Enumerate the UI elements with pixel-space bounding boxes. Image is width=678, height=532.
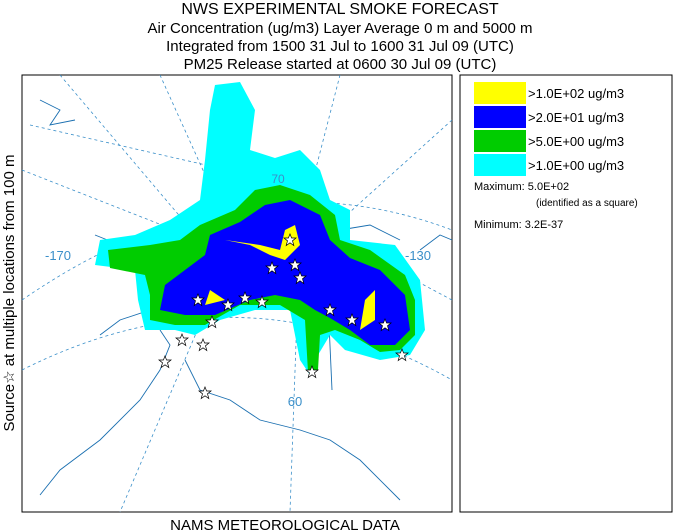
map-label: 60 [288, 394, 302, 409]
map-label: 70 [271, 172, 285, 186]
legend-label: >1.0E+00 ug/m3 [528, 158, 624, 173]
smoke-plume [95, 82, 425, 375]
side-label: Source☆ at multiple locations from 100 m [1, 155, 18, 432]
maximum: Maximum: 5.0E+02 [474, 181, 569, 193]
legend-label: >2.0E+01 ug/m3 [528, 110, 624, 125]
minimum: Minimum: 3.2E-37 [474, 219, 563, 231]
legend-swatch [474, 130, 526, 152]
map-label: -130 [405, 248, 431, 263]
subtitle-line: Integrated from 1500 31 Jul to 1600 31 J… [166, 38, 514, 55]
legend: Maximum: 5.0E+02 (identified as a square… [459, 74, 673, 513]
legend-swatch [474, 82, 526, 104]
legend-swatch [474, 154, 526, 176]
map-label: -170 [45, 248, 71, 263]
legend-swatch [474, 106, 526, 128]
subtitle-line: PM25 Release started at 0600 30 Jul 09 (… [184, 56, 497, 73]
legend-label: >1.0E+02 ug/m3 [528, 86, 624, 101]
footer: NAMS METEOROLOGICAL DATA [170, 517, 400, 532]
map: -170 -130 70 60 [21, 74, 453, 513]
title: NWS EXPERIMENTAL SMOKE FORECAST [181, 1, 499, 18]
subtitle-line: Air Concentration (ug/m3) Layer Average … [148, 20, 533, 37]
maximum-note: (identified as a square) [536, 198, 638, 209]
legend-label: >5.0E+00 ug/m3 [528, 134, 624, 149]
